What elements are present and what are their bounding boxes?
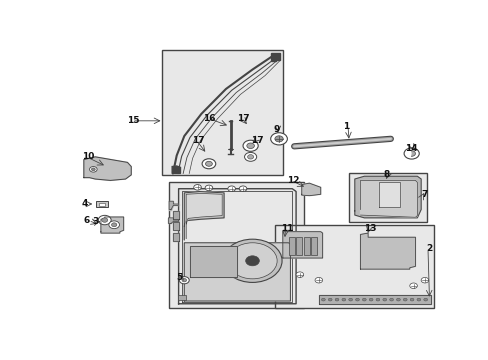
- Text: 6: 6: [84, 216, 90, 225]
- Circle shape: [109, 221, 119, 229]
- Circle shape: [407, 151, 415, 156]
- Polygon shape: [301, 183, 320, 195]
- Text: 9: 9: [273, 125, 279, 134]
- Bar: [161, 50, 282, 175]
- Circle shape: [382, 298, 386, 301]
- Polygon shape: [173, 211, 178, 219]
- Circle shape: [182, 279, 186, 282]
- Circle shape: [227, 186, 235, 192]
- Polygon shape: [184, 192, 224, 240]
- Circle shape: [243, 140, 258, 151]
- Text: 12: 12: [286, 176, 299, 185]
- Circle shape: [355, 298, 359, 301]
- Text: 11: 11: [280, 224, 293, 233]
- Text: 17: 17: [191, 136, 204, 145]
- Text: 14: 14: [404, 144, 416, 153]
- Circle shape: [389, 298, 393, 301]
- Text: 17: 17: [250, 136, 263, 145]
- Text: 13: 13: [364, 224, 376, 233]
- Polygon shape: [354, 176, 420, 218]
- Text: 10: 10: [82, 152, 94, 161]
- Polygon shape: [318, 296, 430, 304]
- Polygon shape: [169, 201, 178, 210]
- Text: 7: 7: [421, 190, 427, 199]
- Circle shape: [409, 283, 417, 288]
- Polygon shape: [168, 218, 178, 223]
- Circle shape: [205, 161, 212, 166]
- Circle shape: [396, 298, 400, 301]
- Circle shape: [423, 298, 427, 301]
- Circle shape: [91, 168, 95, 171]
- Polygon shape: [379, 182, 400, 207]
- Circle shape: [314, 278, 322, 283]
- Text: 4: 4: [82, 199, 88, 208]
- Circle shape: [403, 298, 407, 301]
- Bar: [303, 237, 309, 255]
- Circle shape: [202, 159, 215, 169]
- Circle shape: [341, 298, 345, 301]
- Circle shape: [321, 298, 325, 301]
- Circle shape: [274, 136, 283, 142]
- Bar: [296, 237, 302, 255]
- Circle shape: [244, 152, 256, 161]
- Circle shape: [111, 223, 117, 227]
- Circle shape: [245, 256, 259, 266]
- Polygon shape: [360, 233, 415, 269]
- Bar: [178, 295, 186, 300]
- Circle shape: [368, 298, 372, 301]
- Bar: [311, 237, 317, 255]
- Polygon shape: [172, 166, 180, 174]
- Bar: [348, 174, 426, 222]
- Bar: [288, 237, 294, 255]
- Circle shape: [362, 298, 366, 301]
- Circle shape: [270, 133, 287, 145]
- Polygon shape: [173, 233, 178, 242]
- Circle shape: [420, 278, 428, 283]
- Text: 2: 2: [426, 244, 432, 253]
- Circle shape: [179, 276, 189, 284]
- Text: 17: 17: [237, 113, 249, 122]
- Circle shape: [348, 298, 352, 301]
- Bar: [169, 182, 303, 308]
- Polygon shape: [189, 246, 237, 278]
- Text: 16: 16: [203, 113, 215, 122]
- Text: 1: 1: [343, 122, 349, 131]
- Circle shape: [246, 143, 254, 149]
- Circle shape: [102, 218, 107, 222]
- Text: 3: 3: [92, 217, 98, 226]
- Circle shape: [89, 167, 97, 172]
- Circle shape: [223, 239, 282, 283]
- Polygon shape: [271, 53, 280, 61]
- Bar: [99, 203, 105, 206]
- Text: 8: 8: [383, 170, 389, 179]
- Circle shape: [98, 215, 111, 225]
- Polygon shape: [360, 180, 416, 217]
- Wedge shape: [406, 150, 411, 157]
- Polygon shape: [84, 157, 131, 180]
- Circle shape: [403, 148, 418, 159]
- Polygon shape: [173, 222, 178, 230]
- Circle shape: [227, 243, 277, 279]
- Bar: [275, 225, 433, 308]
- Polygon shape: [186, 193, 222, 239]
- Circle shape: [239, 186, 246, 192]
- Circle shape: [247, 155, 253, 159]
- Polygon shape: [101, 217, 123, 233]
- Circle shape: [327, 298, 331, 301]
- Circle shape: [375, 298, 379, 301]
- Circle shape: [416, 298, 420, 301]
- Circle shape: [205, 185, 212, 191]
- Polygon shape: [184, 243, 290, 301]
- Circle shape: [334, 298, 338, 301]
- Polygon shape: [282, 232, 322, 258]
- Bar: [96, 201, 107, 207]
- Text: 5: 5: [176, 273, 183, 282]
- Circle shape: [193, 185, 201, 190]
- Text: 15: 15: [127, 116, 140, 125]
- Circle shape: [295, 272, 303, 278]
- Circle shape: [409, 298, 413, 301]
